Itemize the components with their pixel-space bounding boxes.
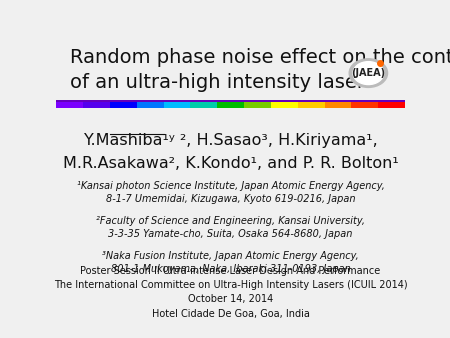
FancyBboxPatch shape <box>271 102 298 108</box>
FancyBboxPatch shape <box>137 102 163 108</box>
FancyBboxPatch shape <box>56 102 83 108</box>
FancyBboxPatch shape <box>190 102 217 108</box>
FancyBboxPatch shape <box>217 102 244 108</box>
FancyBboxPatch shape <box>378 102 405 108</box>
Text: The International Committee on Ultra-High Intensity Lasers (ICUIL 2014): The International Committee on Ultra-Hig… <box>54 280 407 290</box>
Text: 3-3-35 Yamate-cho, Suita, Osaka 564-8680, Japan: 3-3-35 Yamate-cho, Suita, Osaka 564-8680… <box>108 229 353 239</box>
Text: Random phase noise effect on the contrast
of an ultra-high intensity laser: Random phase noise effect on the contras… <box>70 48 450 92</box>
FancyBboxPatch shape <box>324 102 351 108</box>
Circle shape <box>353 62 384 84</box>
FancyBboxPatch shape <box>163 102 190 108</box>
Text: M.R.Asakawa², K.Kondo¹, and P. R. Bolton¹: M.R.Asakawa², K.Kondo¹, and P. R. Bolton… <box>63 156 399 171</box>
Text: Hotel Cidade De Goa, Goa, India: Hotel Cidade De Goa, Goa, India <box>152 309 310 319</box>
Text: ³Naka Fusion Institute, Japan Atomic Energy Agency,: ³Naka Fusion Institute, Japan Atomic Ene… <box>102 251 359 261</box>
Text: October 14, 2014: October 14, 2014 <box>188 294 273 304</box>
FancyBboxPatch shape <box>351 102 378 108</box>
FancyBboxPatch shape <box>56 100 405 102</box>
Text: Poster Session II Ultra-intense Laser Design And Performance: Poster Session II Ultra-intense Laser De… <box>81 266 381 276</box>
Text: (JAEA): (JAEA) <box>351 68 386 78</box>
Text: ¹Kansai photon Science Institute, Japan Atomic Energy Agency,: ¹Kansai photon Science Institute, Japan … <box>76 181 385 191</box>
Text: 801-1 Mukoyama, Naka, Ibaraki 311-0193, Japan: 801-1 Mukoyama, Naka, Ibaraki 311-0193, … <box>111 264 351 274</box>
Text: ²Faculty of Science and Engineering, Kansai University,: ²Faculty of Science and Engineering, Kan… <box>96 216 365 226</box>
Text: 8-1-7 Umemidai, Kizugawa, Kyoto 619-0216, Japan: 8-1-7 Umemidai, Kizugawa, Kyoto 619-0216… <box>106 194 356 204</box>
Text: Y.Mashiba¹ʸ ², H.Sasao³, H.Kiriyama¹,: Y.Mashiba¹ʸ ², H.Sasao³, H.Kiriyama¹, <box>84 133 378 148</box>
FancyBboxPatch shape <box>298 102 324 108</box>
FancyBboxPatch shape <box>83 102 110 108</box>
Circle shape <box>349 59 387 88</box>
FancyBboxPatch shape <box>244 102 271 108</box>
FancyBboxPatch shape <box>110 102 137 108</box>
